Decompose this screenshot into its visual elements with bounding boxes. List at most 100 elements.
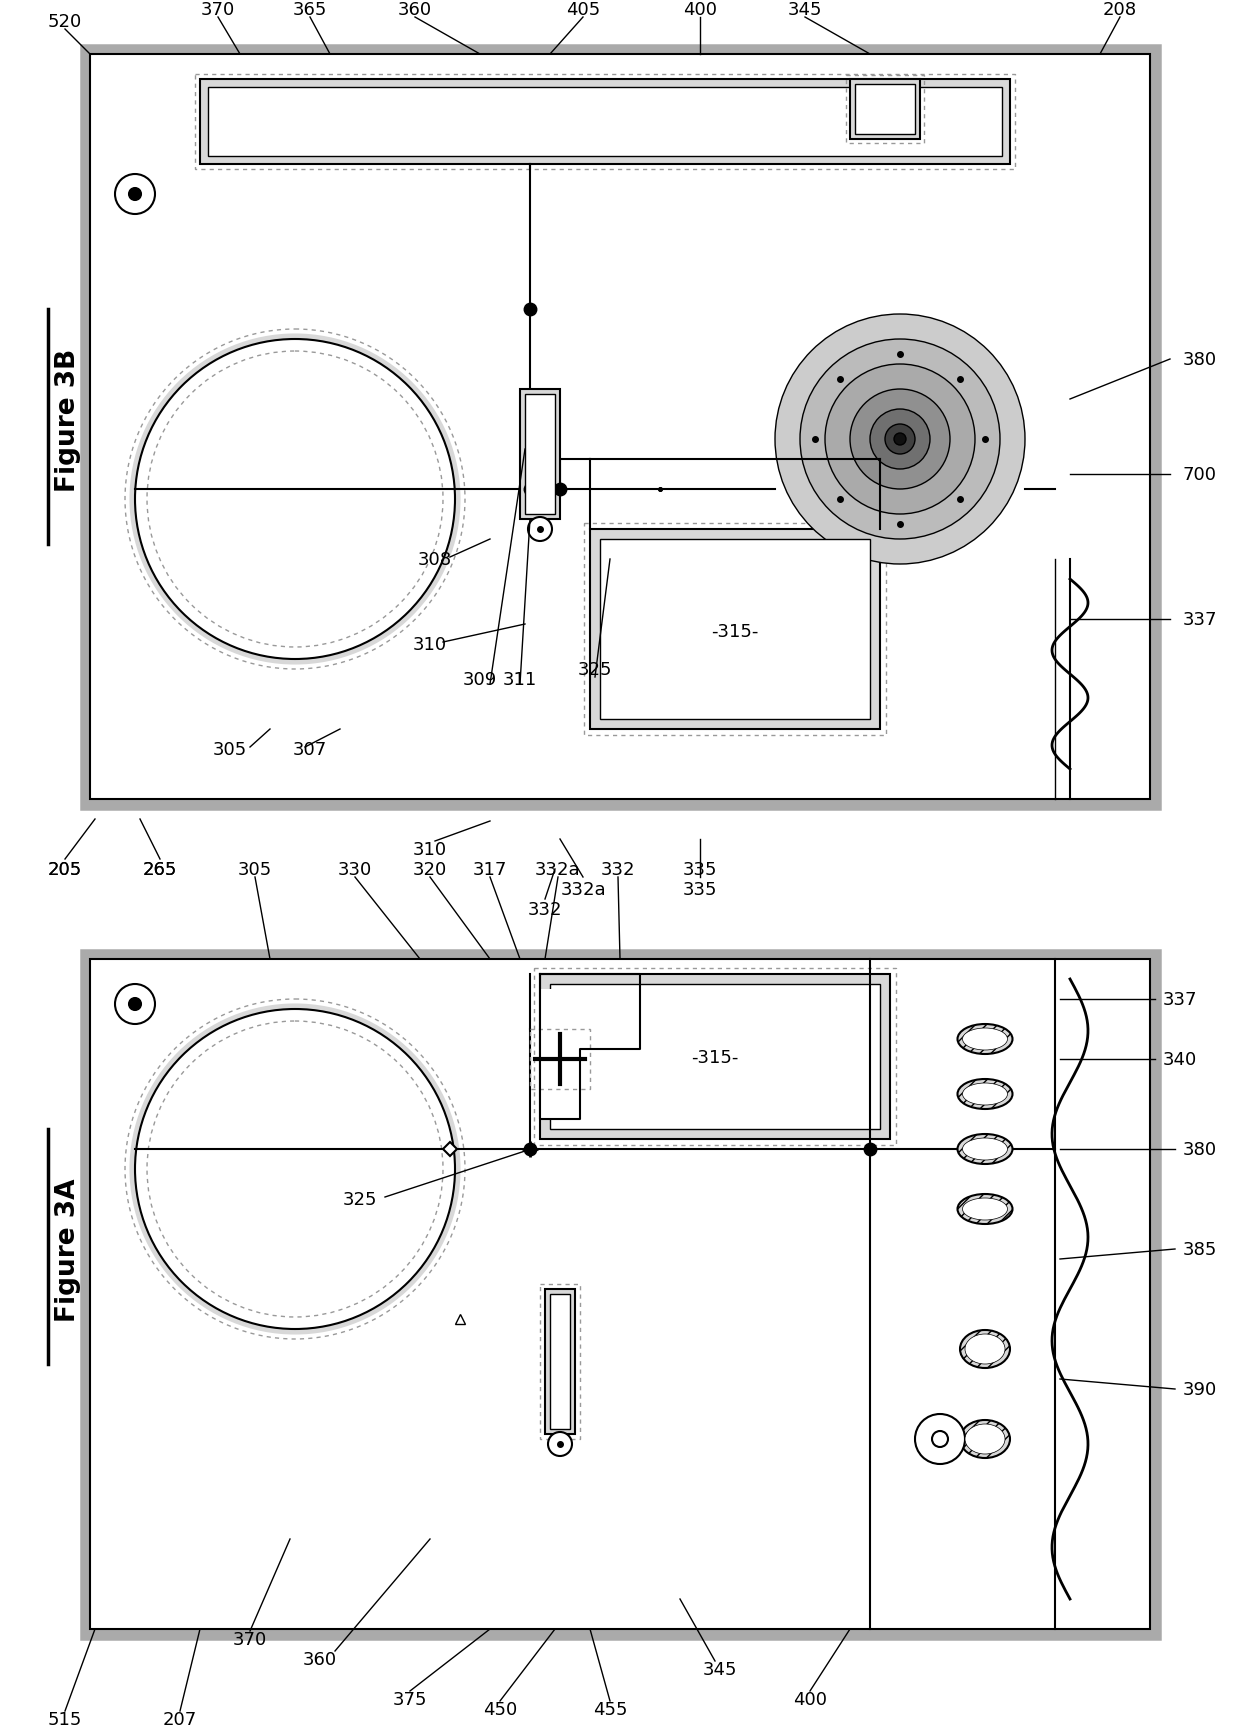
Text: 320: 320 xyxy=(413,861,448,878)
Text: 310: 310 xyxy=(413,840,448,859)
Bar xyxy=(525,395,556,514)
Text: -315-: -315- xyxy=(712,622,759,641)
Ellipse shape xyxy=(962,1084,1007,1105)
Text: 360: 360 xyxy=(303,1651,337,1668)
Text: 337: 337 xyxy=(1183,611,1218,629)
Text: 450: 450 xyxy=(482,1701,517,1718)
Text: 405: 405 xyxy=(565,2,600,19)
Text: -315-: -315- xyxy=(692,1048,739,1067)
Text: 360: 360 xyxy=(398,2,432,19)
Text: 345: 345 xyxy=(787,2,822,19)
Text: 325: 325 xyxy=(578,660,613,679)
Text: 208: 208 xyxy=(1102,2,1137,19)
Text: 325: 325 xyxy=(342,1190,377,1209)
Circle shape xyxy=(115,984,155,1024)
Text: 332a: 332a xyxy=(536,861,580,878)
Ellipse shape xyxy=(957,1024,1013,1055)
Bar xyxy=(520,390,560,520)
Bar xyxy=(91,55,1149,800)
Circle shape xyxy=(129,189,141,201)
Bar xyxy=(200,80,1011,165)
Bar xyxy=(551,984,880,1129)
Text: 455: 455 xyxy=(593,1701,627,1718)
Text: 205: 205 xyxy=(48,861,82,878)
Text: 380: 380 xyxy=(1183,1140,1218,1159)
Text: 205: 205 xyxy=(48,861,82,878)
Circle shape xyxy=(135,339,455,660)
Text: 332: 332 xyxy=(600,861,635,878)
Text: 345: 345 xyxy=(703,1659,738,1678)
Text: 390: 390 xyxy=(1183,1380,1218,1398)
Ellipse shape xyxy=(965,1334,1004,1365)
Bar xyxy=(539,975,890,1140)
Text: 207: 207 xyxy=(162,1709,197,1729)
Circle shape xyxy=(800,339,999,540)
Bar xyxy=(856,85,915,135)
Bar xyxy=(86,956,1154,1633)
Text: 311: 311 xyxy=(503,670,537,689)
Circle shape xyxy=(115,175,155,215)
Text: 700: 700 xyxy=(1183,466,1216,483)
Text: 385: 385 xyxy=(1183,1240,1218,1257)
Bar xyxy=(551,1294,570,1429)
Text: 332: 332 xyxy=(528,901,562,918)
Circle shape xyxy=(528,518,552,542)
Text: 335: 335 xyxy=(683,861,717,878)
Bar xyxy=(546,1289,575,1434)
Ellipse shape xyxy=(960,1330,1011,1368)
Circle shape xyxy=(885,424,915,456)
Bar xyxy=(846,76,924,144)
Text: 380: 380 xyxy=(1183,352,1218,369)
Text: 370: 370 xyxy=(233,1630,267,1649)
Bar xyxy=(600,540,870,719)
Text: 515: 515 xyxy=(48,1709,82,1729)
Circle shape xyxy=(849,390,950,490)
Text: 265: 265 xyxy=(143,861,177,878)
Circle shape xyxy=(870,410,930,469)
Text: 265: 265 xyxy=(143,861,177,878)
Ellipse shape xyxy=(957,1134,1013,1164)
Bar xyxy=(849,80,920,140)
Text: 400: 400 xyxy=(683,2,717,19)
Bar xyxy=(590,530,880,729)
Circle shape xyxy=(129,998,141,1010)
Circle shape xyxy=(915,1415,965,1464)
Text: Figure 3B: Figure 3B xyxy=(55,348,81,492)
Bar xyxy=(539,989,640,1119)
Ellipse shape xyxy=(965,1424,1004,1455)
Text: 375: 375 xyxy=(393,1690,428,1708)
Ellipse shape xyxy=(957,1195,1013,1225)
Circle shape xyxy=(135,1010,455,1328)
Text: 335: 335 xyxy=(683,880,717,899)
Text: 310: 310 xyxy=(413,636,448,653)
Text: 370: 370 xyxy=(201,2,236,19)
Text: 332a: 332a xyxy=(560,880,606,899)
Text: 308: 308 xyxy=(418,551,453,568)
Text: 340: 340 xyxy=(1163,1050,1197,1069)
Bar xyxy=(534,968,897,1145)
Bar xyxy=(91,960,1149,1630)
Circle shape xyxy=(548,1432,572,1457)
Bar xyxy=(584,523,887,736)
Bar xyxy=(539,1283,580,1439)
Text: 305: 305 xyxy=(238,861,272,878)
Ellipse shape xyxy=(962,1138,1007,1160)
Text: 317: 317 xyxy=(472,861,507,878)
Circle shape xyxy=(825,365,975,514)
Text: 307: 307 xyxy=(293,741,327,759)
Text: 330: 330 xyxy=(337,861,372,878)
Circle shape xyxy=(894,433,906,445)
Text: 400: 400 xyxy=(794,1690,827,1708)
Text: Figure 3A: Figure 3A xyxy=(55,1178,81,1322)
Ellipse shape xyxy=(957,1079,1013,1110)
Text: 337: 337 xyxy=(1163,991,1198,1008)
Bar xyxy=(195,74,1016,170)
Text: 305: 305 xyxy=(213,741,247,759)
Circle shape xyxy=(775,315,1025,565)
Ellipse shape xyxy=(960,1420,1011,1458)
Text: 520: 520 xyxy=(48,14,82,31)
Bar xyxy=(208,88,1002,158)
Bar xyxy=(529,1029,590,1089)
Ellipse shape xyxy=(962,1199,1007,1221)
Circle shape xyxy=(932,1431,949,1448)
